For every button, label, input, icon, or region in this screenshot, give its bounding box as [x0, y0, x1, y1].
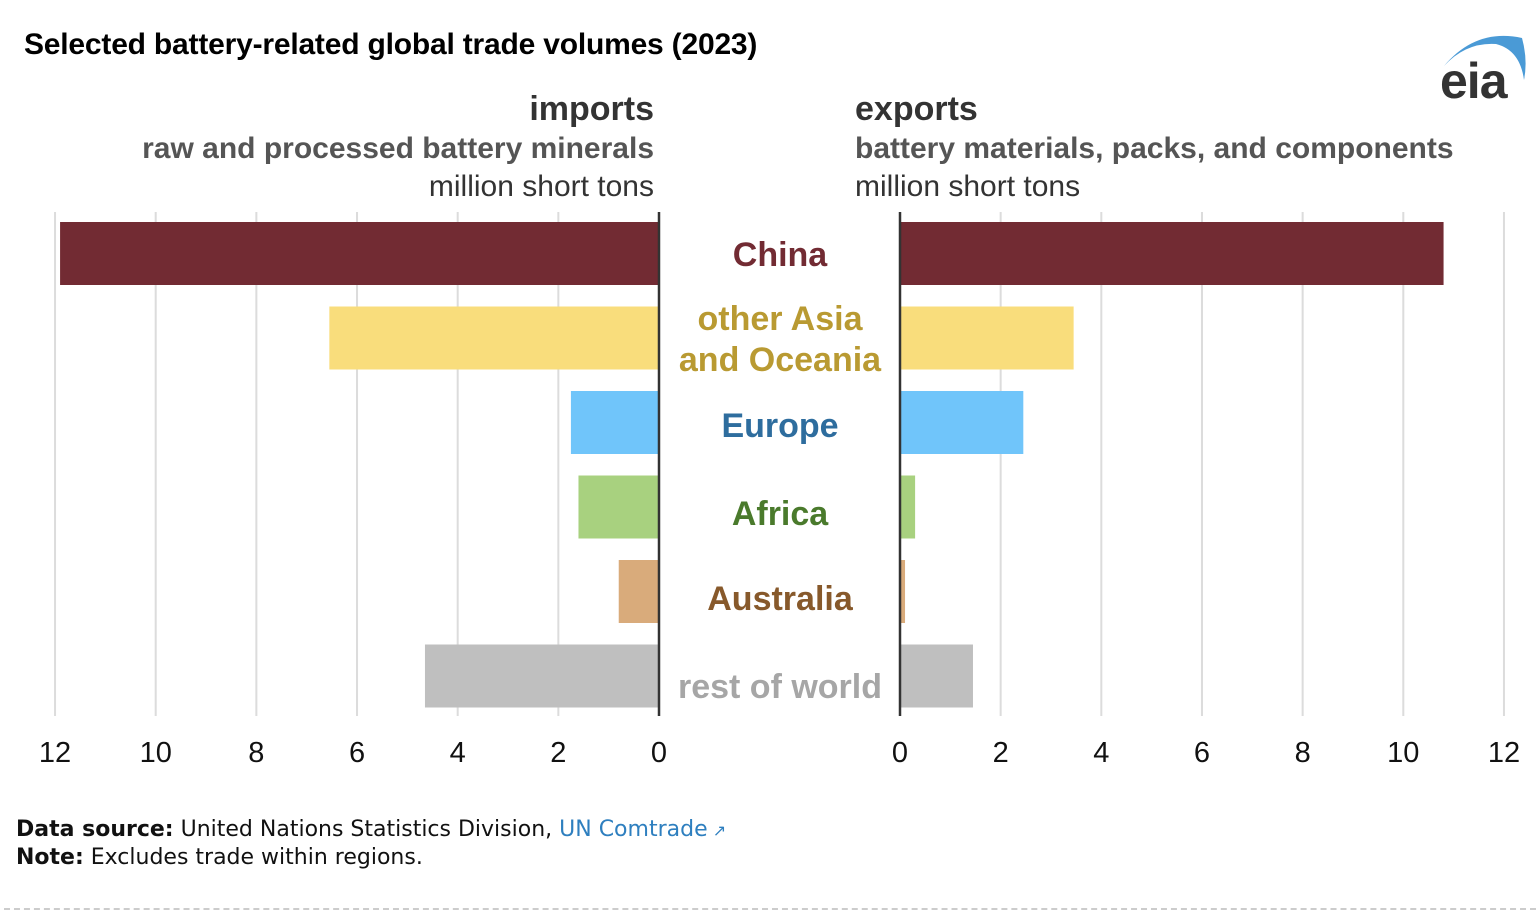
footer: Data source: United Nations Statistics D…	[16, 816, 726, 871]
data-source-label: Data source:	[16, 817, 174, 842]
x-tick-label: 4	[450, 737, 466, 769]
import-bar[interactable]	[424, 644, 659, 708]
exports-unit: million short tons	[855, 170, 1081, 203]
imports-subheading: raw and processed battery minerals	[142, 132, 654, 165]
divider	[4, 908, 1536, 910]
x-tick-label: 0	[651, 737, 667, 769]
note-label: Note:	[16, 845, 84, 870]
exports-subheading: battery materials, packs, and components	[855, 132, 1454, 165]
category-labels: China other Asia and Oceania Europe Africa Au…	[678, 236, 882, 706]
x-tick-label: 2	[550, 737, 566, 769]
imports-bars	[60, 222, 659, 708]
export-bar[interactable]	[900, 560, 906, 623]
eia-logo-icon	[1444, 35, 1526, 80]
category-label: rest of world	[678, 668, 882, 706]
import-bar[interactable]	[329, 306, 659, 370]
x-tick-label: 10	[140, 737, 172, 769]
imports-heading: imports	[529, 90, 654, 128]
data-source-text: United Nations Statistics Division,	[180, 817, 553, 842]
import-bar[interactable]	[578, 475, 659, 539]
note-text: Excludes trade within regions.	[90, 845, 423, 870]
zero-axes	[657, 212, 902, 716]
x-tick-label: 8	[248, 737, 264, 769]
exports-tick-labels: 0 2 4 6 8 10 12	[892, 737, 1520, 769]
export-bar[interactable]	[900, 222, 1444, 285]
imports-unit: million short tons	[428, 170, 654, 203]
x-tick-label: 12	[39, 737, 71, 769]
category-label: other Asia and Oceania	[679, 300, 882, 379]
imports-gridlines	[54, 212, 560, 716]
x-tick-label: 10	[1387, 737, 1419, 769]
export-bar[interactable]	[900, 306, 1074, 370]
imports-tick-labels: 0 2 4 6 8 10 12	[39, 737, 667, 769]
x-tick-label: 0	[892, 737, 908, 769]
x-tick-label: 6	[1194, 737, 1210, 769]
category-label: Europe	[721, 407, 838, 445]
export-bar[interactable]	[900, 475, 916, 539]
exports-bars	[900, 222, 1444, 708]
eia-logo[interactable]: eia	[1436, 30, 1532, 109]
x-tick-label: 12	[1488, 737, 1520, 769]
butterfly-bar-chart: China other Asia and Oceania Europe Africa Au…	[39, 212, 1520, 769]
category-label: China	[733, 236, 829, 274]
export-bar[interactable]	[900, 644, 973, 708]
import-bar[interactable]	[60, 222, 659, 285]
import-bar[interactable]	[570, 391, 659, 454]
exports-heading: exports	[855, 90, 978, 128]
un-comtrade-link[interactable]: UN Comtrade	[559, 817, 708, 842]
note-line: Note: Excludes trade within regions.	[16, 844, 726, 871]
x-tick-label: 8	[1295, 737, 1311, 769]
x-tick-label: 2	[993, 737, 1009, 769]
exports-gridlines	[999, 212, 1505, 716]
x-tick-label: 6	[349, 737, 365, 769]
export-bar[interactable]	[900, 391, 1024, 454]
x-tick-label: 4	[1093, 737, 1109, 769]
external-link-icon[interactable]: ↗	[707, 821, 727, 840]
category-label: Africa	[732, 495, 829, 533]
import-bar[interactable]	[618, 560, 659, 623]
data-source-line: Data source: United Nations Statistics D…	[16, 816, 726, 844]
category-label: Australia	[707, 580, 854, 618]
eia-logo-text: eia	[1440, 53, 1508, 109]
chart-title: Selected battery-related global trade vo…	[24, 28, 758, 61]
